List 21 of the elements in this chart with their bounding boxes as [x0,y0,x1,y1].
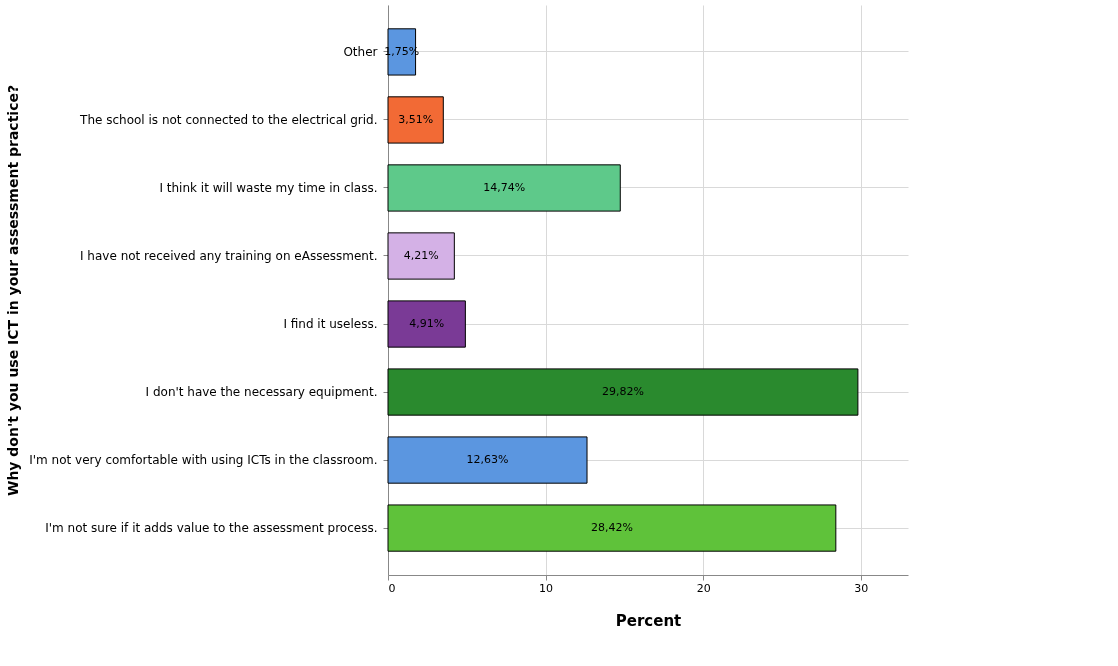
y-tick-label: Other [343,44,378,59]
x-tick-label: 10 [539,581,554,595]
data-label: 12,63% [466,453,509,467]
y-tick-label: I'm not sure if it adds value to the assessment process. [45,521,378,536]
data-label: 29,82% [601,385,644,399]
x-tick-label: 0 [388,581,396,595]
x-axis-title: Percent [615,611,682,630]
y-tick-label: I have not received any training on eAssessment. [80,248,378,263]
x-tick-label: 30 [854,581,869,595]
data-label: 3,51% [398,112,434,126]
y-tick-label: I think it will waste my time in class. [159,180,378,195]
y-tick-label: The school is not connected to the electrical grid. [79,112,378,127]
data-label: 14,74% [483,180,526,194]
y-axis-title: Why don't you use ICT in your assessment practice? [4,84,21,497]
data-label: 28,42% [590,521,633,535]
data-label: 4,91% [409,317,445,331]
data-label: 4,21% [403,248,439,262]
y-tick-label: I don't have the necessary equipment. [145,385,378,400]
y-tick-label: I find it useless. [283,317,378,332]
y-tick-label: I'm not very comfortable with using ICTs in the classroom. [29,453,378,468]
x-tick-label: 20 [696,581,711,595]
